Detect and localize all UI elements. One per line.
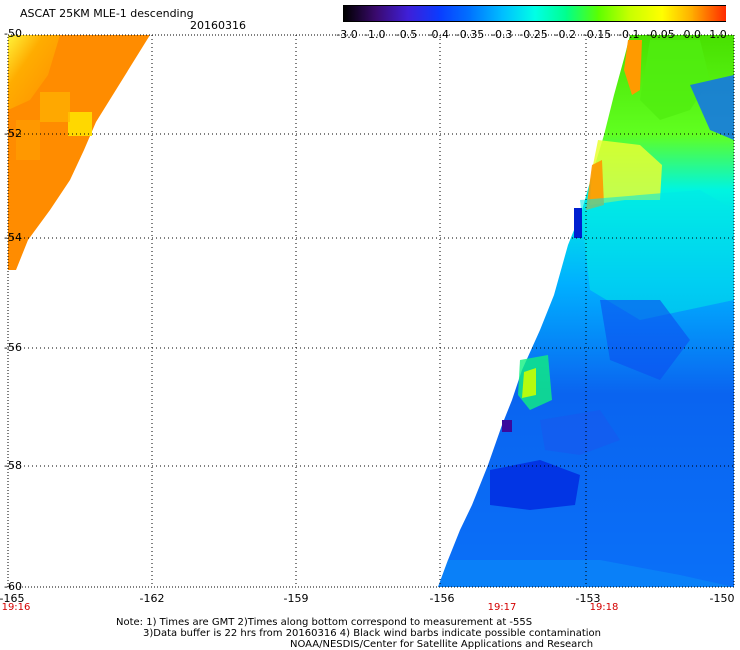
colorbar-segment (534, 6, 567, 21)
colorbar-label: 1.0 (709, 28, 727, 41)
colorbar-label: -0.4 (427, 28, 449, 41)
yellow-orange-strip (624, 40, 642, 95)
colorbar-label: -0.5 (395, 28, 418, 41)
colorbar-segment (661, 6, 694, 21)
colorbar-label: -3.0 (336, 28, 358, 41)
time-label: 19:17 (487, 602, 517, 613)
colorbar-label: 0.0 (683, 28, 702, 41)
colorbar-segment (375, 6, 408, 21)
colorbar-segment (598, 6, 631, 21)
colorbar-segment (471, 6, 504, 21)
colorbar-segment (693, 6, 726, 21)
colorbar-segment (407, 6, 440, 21)
colorbar-segment (566, 6, 599, 21)
grid (8, 35, 734, 587)
colorbar-label: -0.25 (519, 28, 548, 41)
footnotes: Note: 1) Times are GMT 2)Times along bot… (116, 617, 601, 650)
time-label: 19:16 (1, 602, 31, 613)
colorbar-label: -0.35 (455, 28, 485, 41)
colorbar-label: -0.1 (618, 28, 640, 41)
colorbar-segment (439, 6, 472, 21)
lon-label: -162 (139, 592, 165, 605)
note-line-3: NOAA/NESDIS/Center for Satellite Applica… (290, 639, 594, 650)
lon-label: -150 (709, 592, 735, 605)
lat-label: -56 (4, 341, 22, 354)
lat-label: -58 (4, 459, 22, 472)
lon-label: -156 (429, 592, 455, 605)
map-title: ASCAT 25KM MLE-1 descending (20, 7, 194, 20)
left-swath-yellow-top (8, 35, 60, 110)
plot-frame (7, 34, 735, 588)
colorbar-label: -0.2 (554, 28, 576, 41)
lat-label: -60 (4, 580, 22, 593)
lat-label: -54 (4, 231, 22, 244)
left-swath-yellow-spot (68, 112, 92, 136)
colorbar-segment (344, 6, 377, 21)
note-line-2: 3)Data buffer is 22 hrs from 20160316 4)… (143, 628, 601, 639)
colorbar-segment (502, 6, 535, 21)
note-line-1: Note: 1) Times are GMT 2)Times along bot… (116, 617, 533, 628)
lat-label: -52 (4, 127, 22, 140)
map-date: 20160316 (190, 19, 246, 32)
colorbar (343, 5, 726, 22)
lat-label: -50 (4, 27, 22, 40)
lon-label: -153 (575, 592, 601, 605)
colorbar-label: -0.3 (491, 28, 513, 41)
colorbar-label: -0.15 (582, 28, 612, 41)
deep-blue-band (490, 460, 580, 510)
colorbar-label: -0.05 (646, 28, 675, 41)
colorbar-segment (629, 6, 662, 21)
blue-patch-ne (690, 75, 734, 140)
time-label: 19:18 (589, 602, 619, 613)
colorbar-label: -1.0 (364, 28, 386, 41)
lon-label: -165 (0, 592, 25, 605)
lon-label: -159 (283, 592, 309, 605)
